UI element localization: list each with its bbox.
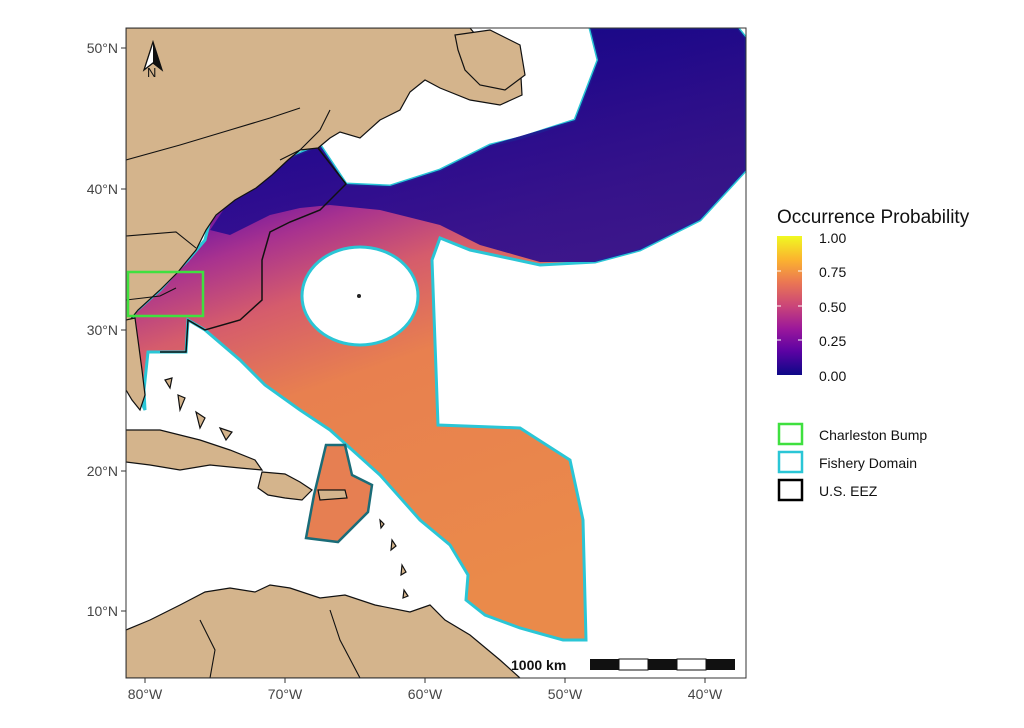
lon-label-50w: 50°W [548, 686, 583, 702]
bermuda-island [357, 294, 361, 298]
lat-axis [121, 47, 126, 612]
political-borders [126, 107, 361, 678]
scale-bar-segment-5 [706, 659, 735, 670]
north-america-land [126, 28, 523, 331]
legend-label-fishery-domain: Fishery Domain [819, 455, 917, 471]
bahamas-islands [164, 377, 233, 442]
lon-label-40w: 40°W [688, 686, 723, 702]
legend-tick-000: 0.00 [819, 368, 846, 384]
lon-axis [144, 678, 706, 683]
scale-bar-label: 1000 km [511, 657, 566, 673]
puerto-rico-island [317, 489, 348, 501]
legend-label-us-eez: U.S. EEZ [819, 483, 878, 499]
scale-bar: 1000 km [511, 657, 735, 673]
lat-label-40n: 40°N [87, 181, 118, 197]
north-arrow: N [142, 39, 164, 80]
legend-tick-025: 0.25 [819, 333, 846, 349]
lon-label-60w: 60°W [408, 686, 443, 702]
legend-tick-100: 1.00 [819, 230, 846, 246]
scale-bar-segment-3 [648, 659, 677, 670]
north-arrow-label: N [147, 65, 156, 80]
lon-label-70w: 70°W [268, 686, 303, 702]
scale-bar-segment-2 [618, 658, 649, 671]
lat-label-50n: 50°N [87, 40, 118, 56]
newfoundland-land [454, 29, 526, 91]
northern-deep-zone [210, 28, 746, 262]
legend-tick-075: 0.75 [819, 264, 846, 280]
legend-swatch-charleston-bump [777, 422, 804, 446]
legend-swatch-fishery-domain [777, 450, 804, 474]
panel-border [125, 27, 747, 679]
lat-label-30n: 30°N [87, 322, 118, 338]
legend-colorbar [777, 236, 802, 375]
scale-bar-segment-1 [590, 659, 619, 670]
legend: Occurrence Probability 1.00 0.75 0.50 0.… [777, 207, 970, 502]
cuba-land [126, 429, 264, 471]
hispaniola-land [257, 471, 313, 501]
charleston-bump-box [126, 270, 205, 318]
lesser-antilles [379, 518, 409, 599]
us-eez-boundary [160, 147, 347, 353]
florida-land [126, 317, 146, 412]
scale-bar-segment-4 [676, 658, 707, 671]
legend-label-charleston-bump: Charleston Bump [819, 427, 927, 443]
land-masses [126, 28, 526, 678]
lat-label-20n: 20°N [87, 463, 118, 479]
south-america-land [126, 584, 521, 678]
lon-label-80w: 80°W [128, 686, 163, 702]
legend-swatch-us-eez [777, 478, 804, 502]
lat-label-10n: 10°N [87, 603, 118, 619]
map-panel: 1000 km N [125, 27, 747, 679]
legend-tick-050: 0.50 [819, 299, 846, 315]
legend-title: Occurrence Probability [777, 207, 970, 228]
